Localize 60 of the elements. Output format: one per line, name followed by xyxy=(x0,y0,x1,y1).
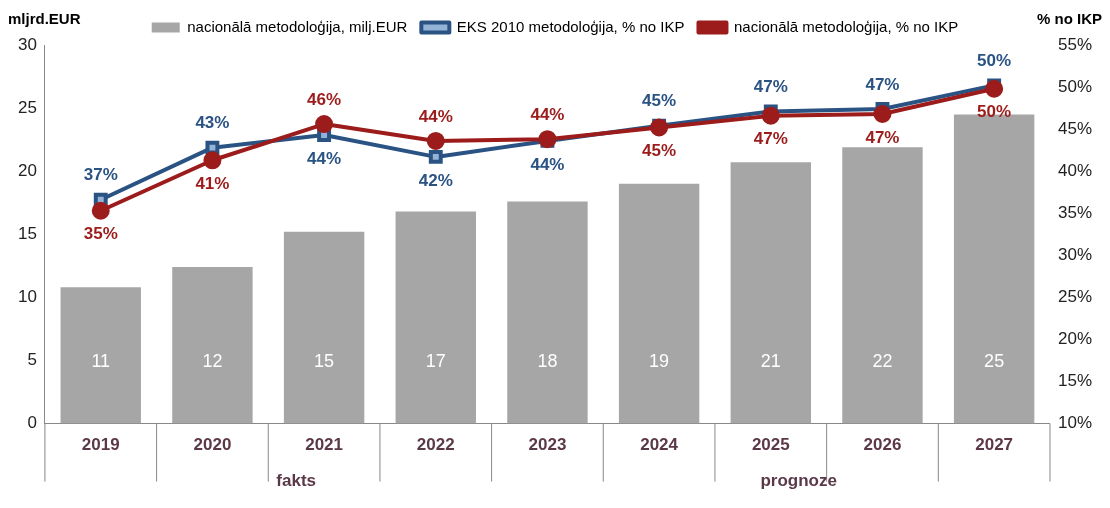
y-tick-label: 10 xyxy=(17,287,37,307)
legend-label: nacionālā metodoloģija, % no IKP xyxy=(733,17,959,35)
x-tick-label: 2024 xyxy=(640,435,679,455)
data-label: 41% xyxy=(195,173,230,193)
data-label: 44% xyxy=(530,104,565,124)
y2-tick-label: 35% xyxy=(1057,202,1093,222)
data-label: 19 xyxy=(649,350,670,371)
data-label: 45% xyxy=(642,141,677,161)
x-tick-label: 2020 xyxy=(193,435,232,455)
data-label: 11 xyxy=(91,350,111,371)
text: fakts xyxy=(276,471,317,491)
y-tick-label: 0 xyxy=(27,413,37,433)
data-label: 21 xyxy=(760,350,781,371)
data-label: 22 xyxy=(872,350,893,371)
y2-tick-label: 25% xyxy=(1057,287,1093,307)
data-label: 15 xyxy=(314,350,335,371)
legend-label: nacionālā metodoloģija, milj.EUR xyxy=(187,17,408,35)
data-label: 47% xyxy=(865,127,900,147)
y2-tick-label: 40% xyxy=(1057,160,1093,180)
data-label: 44% xyxy=(530,154,565,174)
data-label: 37% xyxy=(83,165,118,185)
data-label: 50% xyxy=(977,51,1012,71)
data-label: 43% xyxy=(195,113,230,133)
data-label: 45% xyxy=(642,91,677,111)
data-label: 44% xyxy=(307,148,342,168)
y2-tick-label: 15% xyxy=(1057,371,1093,391)
text: prognoze xyxy=(760,471,837,491)
data-label: 42% xyxy=(418,170,453,190)
data-label: 50% xyxy=(977,102,1012,122)
y-tick-label: 5 xyxy=(27,350,37,370)
y2-axis-title: % no IKP xyxy=(1036,10,1102,27)
x-tick-label: 2021 xyxy=(305,435,344,455)
y-tick-label: 30 xyxy=(17,34,37,54)
data-label: 17 xyxy=(425,350,446,371)
data-label: 46% xyxy=(307,89,342,109)
y-tick-label: 20 xyxy=(17,160,37,180)
y-axis-title: mljrd.EUR xyxy=(8,10,81,27)
y2-tick-label: 30% xyxy=(1057,245,1093,265)
y2-tick-label: 50% xyxy=(1057,76,1093,96)
x-tick-label: 2027 xyxy=(975,435,1014,455)
data-label: 47% xyxy=(865,74,900,94)
data-label: 47% xyxy=(753,129,788,149)
x-tick-label: 2019 xyxy=(81,435,120,455)
y-tick-label: 15 xyxy=(17,223,37,243)
data-label: 44% xyxy=(418,106,453,126)
data-label: 25 xyxy=(984,350,1005,371)
x-tick-label: 2023 xyxy=(528,435,567,455)
data-label: 18 xyxy=(537,350,558,371)
data-label: 12 xyxy=(202,350,223,371)
y2-tick-label: 10% xyxy=(1057,413,1093,433)
data-label: 47% xyxy=(753,77,788,97)
legend-label: EKS 2010 metodoloģija, % no IKP xyxy=(456,17,685,35)
y-tick-label: 25 xyxy=(17,97,37,117)
x-tick-label: 2022 xyxy=(416,435,455,455)
x-tick-label: 2026 xyxy=(863,435,902,455)
y2-tick-label: 55% xyxy=(1057,34,1093,54)
y2-tick-label: 45% xyxy=(1057,118,1093,138)
y2-tick-label: 20% xyxy=(1057,329,1093,349)
x-tick-label: 2025 xyxy=(751,435,790,455)
data-label: 35% xyxy=(83,224,118,244)
